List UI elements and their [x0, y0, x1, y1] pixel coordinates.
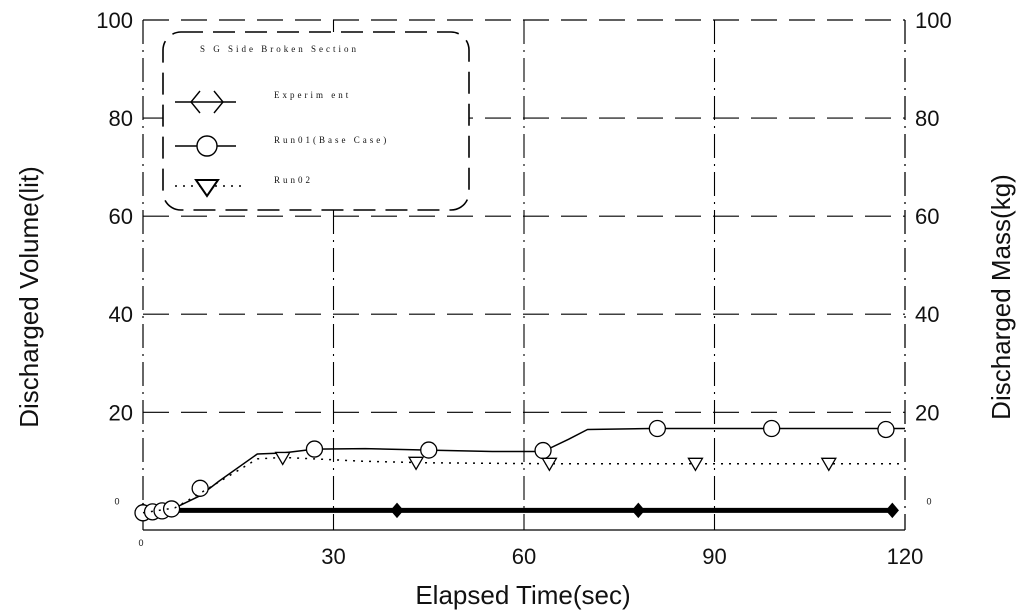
legend-label-run01: Run01(Base Case) — [274, 135, 389, 145]
x-axis-title: Elapsed Time(sec) — [415, 580, 630, 610]
y-tick-label-4: 100 — [96, 8, 133, 33]
tick-labels: 20 40 60 80 100 20 40 60 80 100 30 60 90 120 0 0 0 — [96, 8, 951, 569]
y2-tick-label-2: 60 — [915, 204, 939, 229]
x-tick-label-2: 90 — [702, 544, 726, 569]
legend-marker-run02 — [194, 179, 220, 198]
x-tick-label-1: 60 — [512, 544, 536, 569]
y2-tick-label-0: 20 — [915, 400, 939, 425]
series-1-marker-7 — [534, 441, 552, 460]
y-tick-label-3: 80 — [109, 106, 133, 131]
series-1-marker-4 — [191, 479, 209, 497]
y2-tick-label-1: 40 — [915, 302, 939, 327]
y2-tick-label-3: 80 — [915, 106, 939, 131]
x-tick-label-3: 120 — [887, 544, 924, 569]
series-1-marker-8 — [648, 419, 666, 438]
series-2-marker-1 — [407, 456, 425, 471]
legend-box — [162, 31, 470, 211]
series-0-marker-2 — [631, 502, 645, 519]
legend-title: S G Side Broken Section — [200, 44, 359, 54]
plot-frame — [142, 19, 906, 531]
legend-marker-run01 — [196, 135, 218, 157]
data-series — [134, 419, 905, 522]
legend-label-run02: Run02 — [274, 175, 313, 185]
y2-zero-label: 0 — [926, 496, 931, 506]
series-line-2 — [142, 456, 905, 514]
y2-axis-title: Discharged Mass(kg) — [986, 174, 1016, 420]
series-2-marker-0 — [274, 451, 291, 466]
y-tick-label-1: 40 — [109, 302, 133, 327]
x-tick-label-0: 30 — [321, 544, 345, 569]
legend-marker-experiment — [190, 90, 224, 114]
series-1-marker-6 — [420, 441, 438, 459]
y-tick-label-2: 60 — [109, 204, 133, 229]
series-2-marker-2 — [541, 457, 558, 472]
series-1-marker-5 — [305, 440, 324, 458]
series-1-marker-10 — [877, 420, 895, 439]
series-1-marker-3 — [162, 500, 181, 518]
series-0-marker-3 — [885, 502, 899, 519]
y-axis-title: Discharged Volume(lit) — [14, 166, 44, 428]
legend-label-experiment: Experim ent — [274, 90, 351, 100]
series-0-marker-1 — [390, 502, 404, 519]
legend: S G Side Broken Section Experim ent Run0… — [162, 31, 470, 211]
series-2-marker-3 — [687, 457, 704, 472]
y2-tick-label-4: 100 — [915, 8, 952, 33]
series-1-marker-9 — [763, 419, 781, 438]
y-zero-label: 0 — [114, 496, 119, 506]
series-2-marker-4 — [820, 457, 837, 472]
x-zero-label: 0 — [138, 538, 143, 548]
y-tick-label-0: 20 — [109, 400, 133, 425]
